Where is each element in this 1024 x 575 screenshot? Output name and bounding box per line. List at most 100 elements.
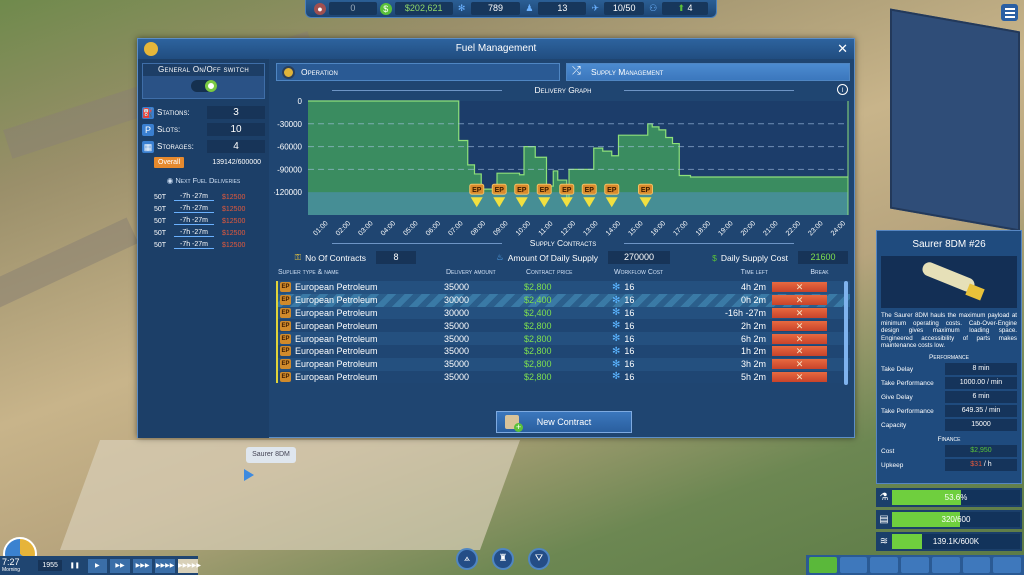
- break-contract-button[interactable]: ✕: [772, 371, 827, 382]
- break-contract-button[interactable]: ✕: [772, 307, 827, 318]
- table-row[interactable]: EP European Petroleum 35000 $2,800 ✻ 16 3h…: [276, 357, 850, 371]
- supplier-name: European Petroleum: [295, 333, 378, 344]
- notes-button[interactable]: [993, 557, 1022, 573]
- road: [0, 217, 139, 311]
- break-contract-button[interactable]: ✕: [772, 333, 827, 344]
- svg-text:23:00: 23:00: [807, 220, 824, 237]
- contracts-summary: ⚿ No Of Contracts 8 ♨ Amount Of Daily Suppl…: [276, 250, 850, 265]
- time-left: 4h 2m: [740, 282, 766, 293]
- road-icon[interactable]: ⛛: [528, 548, 550, 570]
- speed-1-button[interactable]: ▶: [87, 558, 108, 573]
- break-contract-button[interactable]: ✕: [772, 295, 827, 306]
- delivery-graph-title: Delivery Graph i: [272, 84, 854, 97]
- shuffle-icon: ⤮: [572, 65, 581, 77]
- contract-price: $2,800: [524, 346, 552, 357]
- general-on-off-toggle[interactable]: [190, 80, 217, 92]
- info-icon[interactable]: i: [837, 84, 848, 95]
- calendar-button[interactable]: [901, 557, 929, 573]
- table-row[interactable]: EP European Petroleum 35000 $2,800 ✻ 16 5h…: [276, 370, 850, 384]
- document-button[interactable]: [931, 557, 960, 573]
- tab-operation[interactable]: Operation: [276, 63, 560, 81]
- time-left: 6h 2m: [740, 333, 766, 344]
- break-contract-button[interactable]: ✕: [772, 282, 827, 293]
- delivery-graph-svg: 0 -30000 -60000 -90000 -120000 01:00 02:00 03:0…: [274, 97, 849, 237]
- staff-icon: ⚇: [649, 3, 658, 13]
- menu-button[interactable]: [1001, 4, 1018, 21]
- top-resource-bar: ● 0 $ $202,621 ✻ 789 ♟ 13 ✈ 10/50 ⚇ ⬆ 4: [305, 0, 717, 18]
- daily-cost-value: 21600: [798, 251, 848, 264]
- table-row[interactable]: EP European Petroleum 35000 $2,800 ✻ 16 4h…: [276, 281, 850, 294]
- gear-icon: ✻: [612, 320, 621, 332]
- speed-2-button[interactable]: ▶▶: [110, 558, 130, 573]
- table-row[interactable]: EP European Petroleum 35000 $2,800 ✻ 16 1h…: [276, 344, 850, 358]
- break-contract-button[interactable]: ✕: [772, 346, 827, 357]
- fuel-button[interactable]: [870, 557, 899, 573]
- bottom-right-dock: [806, 555, 1024, 575]
- speed-4-button[interactable]: ▶▶▶▶: [155, 558, 175, 573]
- gear-icon: ✻: [612, 281, 621, 293]
- svg-text:EP: EP: [562, 187, 572, 194]
- plane-icon: ✈: [591, 3, 600, 13]
- contract-price: $2,800: [524, 333, 552, 344]
- svg-text:24:00: 24:00: [830, 220, 847, 237]
- gear-icon: ✻: [612, 358, 621, 370]
- performance-title: Performance: [929, 353, 969, 361]
- fuel-logo-icon: [144, 42, 158, 56]
- supply-contracts-title: Supply Contracts: [272, 237, 854, 250]
- research-button[interactable]: [962, 557, 991, 573]
- supplier-name: European Petroleum: [295, 320, 378, 331]
- svg-text:09:00: 09:00: [492, 220, 509, 237]
- workflow-cost: 16: [624, 359, 635, 370]
- tower-icon[interactable]: ♜: [492, 548, 514, 570]
- table-row[interactable]: EP European Petroleum 30000 $2,400 ✻ 16 -1…: [276, 306, 850, 320]
- research-value: 0: [328, 2, 377, 15]
- delivery-graph: 0 -30000 -60000 -90000 -120000 01:00 02:00 03:0…: [274, 97, 852, 237]
- pause-button[interactable]: ❚❚: [69, 562, 80, 569]
- new-contract-button[interactable]: New Contract: [496, 411, 632, 433]
- money-icon: $: [379, 2, 392, 15]
- break-contract-button[interactable]: ✕: [772, 359, 827, 370]
- svg-text:15:00: 15:00: [627, 220, 644, 237]
- delivery-row: 50T -7h -27m $12500: [154, 241, 246, 249]
- daily-supply-label: Amount Of Daily Supply: [507, 252, 598, 263]
- ep-logo-icon: EP: [280, 282, 291, 293]
- workflow-cost: 16: [624, 346, 635, 357]
- tab-supply-management[interactable]: ⤮ Supply Management: [566, 63, 850, 81]
- finance-button[interactable]: [809, 557, 837, 573]
- supplier-name: European Petroleum: [295, 282, 378, 293]
- gear-icon: ✻: [612, 371, 621, 383]
- delivery-amount: 30000: [444, 295, 470, 306]
- supplier-name: European Petroleum: [295, 307, 378, 318]
- supplier-name: European Petroleum: [295, 295, 378, 306]
- delivery-row: 50T -7h -27m $12500: [154, 193, 246, 201]
- left-panel: General On/Off switch ⛽ Stations: 3 P Sl…: [138, 59, 269, 438]
- passenger-value: 13: [538, 2, 587, 15]
- no-of-contracts-value: 8: [376, 251, 416, 264]
- svg-text:17:00: 17:00: [672, 220, 689, 237]
- close-icon[interactable]: ✕: [837, 41, 848, 56]
- window-title: Fuel Management: [455, 43, 537, 54]
- vehicle-title: Saurer 8DM #26: [912, 239, 986, 250]
- svg-text:EP: EP: [585, 187, 595, 194]
- speed-3-button[interactable]: ▶▶▶: [132, 558, 153, 573]
- svg-text:-30000: -30000: [277, 120, 302, 129]
- gear-icon: ✻: [612, 333, 621, 345]
- break-contract-button[interactable]: ✕: [772, 320, 827, 331]
- table-row[interactable]: EP European Petroleum 30000 $2,400 ✻ 16 0h…: [276, 293, 850, 307]
- svg-text:16:00: 16:00: [650, 220, 667, 237]
- table-scrollbar[interactable]: [844, 281, 848, 385]
- passenger-icon: ♟: [525, 3, 534, 13]
- contract-price: $2,800: [524, 282, 552, 293]
- stat-value: 4: [207, 140, 265, 153]
- compass-icon[interactable]: ⟑: [456, 548, 478, 570]
- table-row[interactable]: EP European Petroleum 35000 $2,800 ✻ 16 6h…: [276, 332, 850, 345]
- general-switch-label: General On/Off switch: [143, 64, 264, 76]
- speed-5-button[interactable]: ▶▶▶▶▶: [177, 558, 201, 573]
- svg-text:02:00: 02:00: [335, 220, 352, 237]
- shop-button[interactable]: [839, 557, 868, 573]
- dollar-icon: $: [712, 252, 717, 263]
- table-row[interactable]: EP European Petroleum 35000 $2,800 ✻ 16 2h…: [276, 319, 850, 333]
- svg-text:05:00: 05:00: [402, 220, 419, 237]
- daily-cost-label: Daily Supply Cost: [720, 252, 788, 263]
- station-icon: ⛽: [142, 106, 154, 119]
